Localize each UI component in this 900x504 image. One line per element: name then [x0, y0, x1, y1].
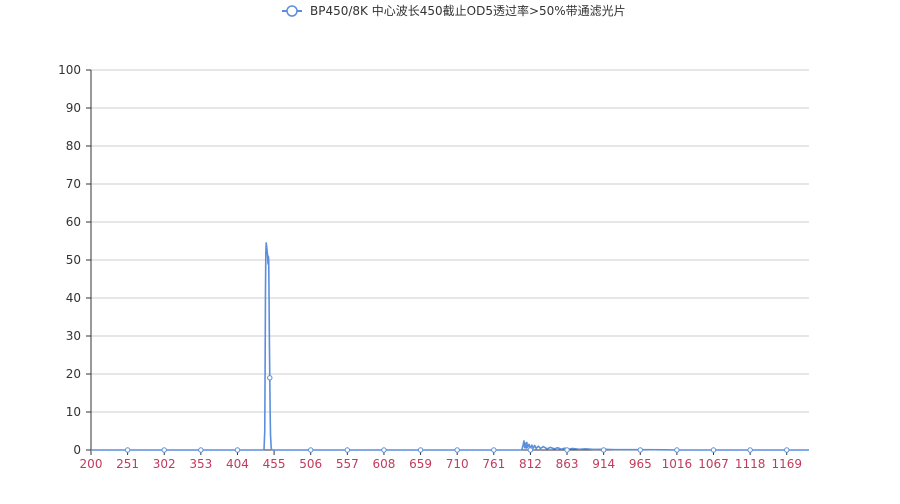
x-tick-label: 302 [153, 457, 176, 471]
x-tick-label: 608 [372, 457, 395, 471]
data-point[interactable] [417, 447, 424, 453]
data-point[interactable] [491, 447, 497, 453]
y-tick-label: 80 [66, 139, 81, 153]
data-point[interactable] [308, 447, 314, 453]
series-line [91, 242, 809, 451]
data-point[interactable] [600, 447, 607, 453]
data-point[interactable] [784, 447, 790, 453]
data-point[interactable] [454, 447, 460, 453]
y-tick-label: 0 [73, 443, 81, 457]
x-tick-label: 1169 [771, 457, 802, 471]
legend-marker-icon [286, 5, 298, 17]
y-tick-label: 60 [66, 215, 81, 229]
data-point[interactable] [344, 447, 351, 453]
legend[interactable]: BP450/8K 中心波长450截止OD5透过率>50%带通滤光片 [282, 3, 626, 18]
data-point[interactable] [198, 447, 204, 453]
y-tick-label: 90 [66, 101, 81, 115]
data-point[interactable] [381, 447, 387, 453]
x-tick-label: 251 [116, 457, 139, 471]
x-tick-label: 914 [592, 457, 615, 471]
y-tick-label: 20 [66, 367, 81, 381]
legend-label: BP450/8K 中心波长450截止OD5透过率>50%带通滤光片 [310, 3, 626, 18]
grid-lines [91, 69, 809, 413]
x-tick-label: 353 [189, 457, 212, 471]
data-point[interactable] [234, 447, 241, 453]
x-tick-label: 812 [519, 457, 542, 471]
y-tick-label: 10 [66, 405, 81, 419]
x-tick-label: 710 [446, 457, 469, 471]
x-tick-label: 1016 [662, 457, 693, 471]
data-point[interactable] [161, 447, 167, 453]
data-point[interactable] [747, 447, 753, 453]
x-tick-label: 761 [482, 457, 505, 471]
data-point[interactable] [267, 375, 273, 381]
data-point[interactable] [710, 447, 717, 453]
x-tick-label: 455 [263, 457, 286, 471]
x-tick-label: 1118 [735, 457, 766, 471]
y-tick-label: 30 [66, 329, 81, 343]
y-tick-label: 100 [58, 63, 81, 77]
x-tick-label: 659 [409, 457, 432, 471]
data-point[interactable] [564, 447, 570, 453]
series-layer [91, 242, 809, 453]
x-tick-label: 200 [80, 457, 103, 471]
x-tick-label: 1067 [698, 457, 729, 471]
x-tick-label: 404 [226, 457, 249, 471]
axes: 0 10 20 30 40 50 60 70 80 90 100 200 251 302 353 404 455… [58, 63, 809, 471]
data-point[interactable] [124, 447, 131, 453]
y-tick-label: 70 [66, 177, 81, 191]
data-point[interactable] [674, 447, 680, 453]
x-tick-label: 557 [336, 457, 359, 471]
x-tick-label: 863 [556, 457, 579, 471]
data-point[interactable] [527, 447, 534, 453]
y-tick-label: 40 [66, 291, 81, 305]
x-tick-label: 506 [299, 457, 322, 471]
data-point[interactable] [637, 447, 643, 453]
x-tick-label: 965 [629, 457, 652, 471]
y-tick-label: 50 [66, 253, 81, 267]
